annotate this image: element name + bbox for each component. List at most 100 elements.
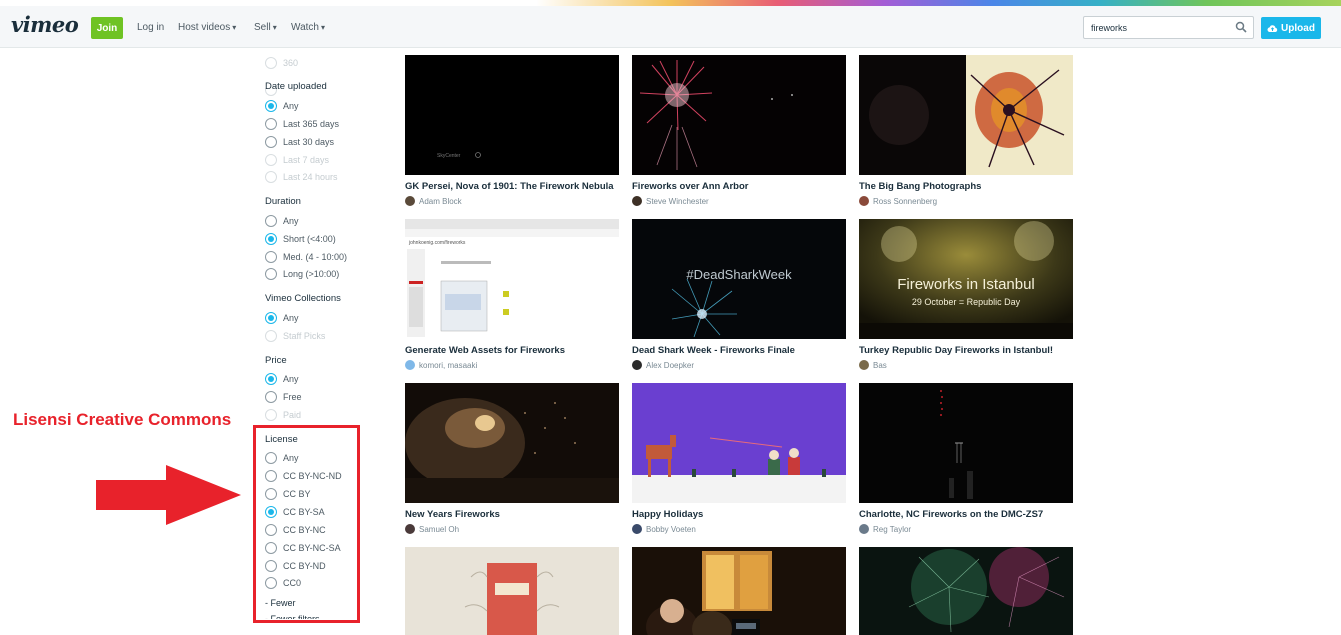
- vimeo-logo[interactable]: vimeo: [11, 12, 79, 37]
- video-title[interactable]: New Years Fireworks: [405, 509, 500, 520]
- duration-short[interactable]: Short (<4:00): [265, 232, 336, 246]
- video-card[interactable]: johnkoenig.com/fireworks Generate Web As…: [405, 219, 619, 370]
- filter-option-label: Any: [283, 453, 299, 463]
- collections-any[interactable]: Any: [265, 311, 299, 325]
- video-thumbnail[interactable]: Fireworks in Istanbul 29 October = Repub…: [859, 219, 1073, 339]
- video-card[interactable]: The Big Bang Photographs Ross Sonnenberg: [859, 55, 1073, 206]
- avatar: [632, 524, 642, 534]
- search-icon[interactable]: [1235, 21, 1247, 33]
- filter-option-label: Free: [283, 392, 302, 402]
- video-card[interactable]: SkyCenter GK Persei, Nova of 1901: The F…: [405, 55, 619, 206]
- license-any[interactable]: Any: [265, 451, 299, 465]
- login-link[interactable]: Log in: [137, 22, 165, 33]
- video-card[interactable]: Happy Holidays Bobby Voeten: [632, 383, 846, 534]
- radio-button: [265, 233, 277, 245]
- video-author[interactable]: Alex Doepker: [632, 360, 846, 370]
- chevron-down-icon: ▾: [232, 23, 237, 32]
- host-videos-menu[interactable]: Host videos ▾: [178, 22, 236, 33]
- thumbnail-subcaption: 29 October = Republic Day: [912, 297, 1021, 307]
- video-author[interactable]: Bas: [859, 360, 1073, 370]
- price-free[interactable]: Free: [265, 390, 302, 404]
- video-thumbnail[interactable]: [859, 547, 1073, 635]
- video-thumbnail[interactable]: [632, 55, 846, 175]
- watch-menu[interactable]: Watch ▾: [291, 22, 325, 33]
- video-title[interactable]: GK Persei, Nova of 1901: The Firework Ne…: [405, 181, 614, 192]
- video-thumbnail[interactable]: SkyCenter: [405, 55, 619, 175]
- video-title[interactable]: Turkey Republic Day Fireworks in Istanbu…: [859, 345, 1054, 356]
- host-videos-label: Host videos: [178, 22, 231, 33]
- video-card[interactable]: New Years Fireworks Samuel Oh: [405, 383, 619, 534]
- video-title[interactable]: The Big Bang Photographs: [859, 181, 982, 192]
- join-button[interactable]: Join: [91, 17, 123, 39]
- upload-button[interactable]: Upload: [1261, 17, 1321, 39]
- video-card[interactable]: Fireworks over Ann Arbor Steve Wincheste…: [632, 55, 846, 206]
- video-card[interactable]: [859, 547, 1073, 635]
- video-thumbnail[interactable]: [405, 383, 619, 503]
- video-card[interactable]: [632, 547, 846, 635]
- filter-option-label: Last 30 days: [283, 137, 335, 147]
- fewer-link[interactable]: - Fewer: [265, 598, 296, 608]
- date-last-365[interactable]: Last 365 days: [265, 117, 339, 131]
- video-author[interactable]: Reg Taylor: [859, 524, 1073, 534]
- duration-medium[interactable]: Med. (4 - 10:00): [265, 250, 347, 264]
- filter-option-label: Any: [283, 374, 299, 384]
- search-input[interactable]: [1091, 21, 1231, 35]
- chevron-down-icon: ▾: [272, 23, 277, 32]
- license-cc-by-nc[interactable]: CC BY-NC: [265, 523, 326, 537]
- video-thumbnail[interactable]: [632, 547, 846, 635]
- video-title[interactable]: Dead Shark Week - Fireworks Finale: [632, 345, 795, 356]
- fewer-filters-link[interactable]: - Fewer filters: [265, 614, 320, 619]
- video-title[interactable]: Charlotte, NC Fireworks on the DMC-ZS7: [859, 509, 1044, 520]
- radio-button: [265, 524, 277, 536]
- video-card[interactable]: Fireworks in Istanbul 29 October = Repub…: [859, 219, 1073, 370]
- radio-button: [265, 268, 277, 280]
- video-title[interactable]: Happy Holidays: [632, 509, 704, 520]
- license-cc-by-nc-sa[interactable]: CC BY-NC-SA: [265, 541, 341, 555]
- radio-button: [265, 215, 277, 227]
- cloud-upload-icon: [1267, 24, 1278, 32]
- license-cc-by-sa[interactable]: CC BY-SA: [265, 505, 325, 519]
- duration-any[interactable]: Any: [265, 214, 299, 228]
- avatar: [405, 360, 415, 370]
- sell-menu[interactable]: Sell ▾: [254, 22, 277, 33]
- video-author[interactable]: Adam Block: [405, 196, 619, 206]
- duration-long[interactable]: Long (>10:00): [265, 267, 339, 281]
- video-card[interactable]: Charlotte, NC Fireworks on the DMC-ZS7 R…: [859, 383, 1073, 534]
- watch-label: Watch: [291, 22, 319, 33]
- video-author[interactable]: Ross Sonnenberg: [859, 196, 1073, 206]
- filter-option-label: Med. (4 - 10:00): [283, 252, 348, 262]
- video-thumbnail[interactable]: #DeadSharkWeek: [632, 219, 846, 339]
- video-title[interactable]: Fireworks over Ann Arbor: [632, 181, 749, 192]
- video-card[interactable]: #DeadSharkWeek Dead Shark Week - Firewor…: [632, 219, 846, 370]
- date-last-30[interactable]: Last 30 days: [265, 135, 334, 149]
- filter-option-label: Paid: [283, 410, 302, 420]
- license-cc-by-nc-nd[interactable]: CC BY-NC-ND: [265, 469, 342, 483]
- radio-button: [265, 391, 277, 403]
- video-thumbnail[interactable]: johnkoenig.com/fireworks: [405, 219, 619, 339]
- video-thumbnail[interactable]: [859, 55, 1073, 175]
- video-author[interactable]: Samuel Oh: [405, 524, 619, 534]
- video-thumbnail[interactable]: [859, 383, 1073, 503]
- license-cc-by[interactable]: CC BY: [265, 487, 311, 501]
- video-author[interactable]: Bobby Voeten: [632, 524, 846, 534]
- radio-button: [265, 470, 277, 482]
- avatar: [405, 196, 415, 206]
- date-any[interactable]: Any: [265, 99, 299, 113]
- thumbnail-caption: SkyCenter: [437, 153, 461, 159]
- video-author[interactable]: komori, masaaki: [405, 360, 619, 370]
- video-title[interactable]: Generate Web Assets for Fireworks: [405, 345, 565, 356]
- avatar: [859, 360, 869, 370]
- video-thumbnail[interactable]: [405, 547, 619, 635]
- filter-option-label: Last 24 hours: [283, 172, 338, 182]
- filter-option-label: Staff Picks: [283, 331, 326, 341]
- price-any[interactable]: Any: [265, 372, 299, 386]
- author-name: Reg Taylor: [873, 524, 912, 534]
- radio-button: [265, 251, 277, 263]
- annotation-label: Lisensi Creative Commons: [13, 410, 232, 429]
- video-card[interactable]: [405, 547, 619, 635]
- license-cc0[interactable]: CC0: [265, 576, 301, 590]
- video-thumbnail[interactable]: [632, 383, 846, 503]
- license-cc-by-nd[interactable]: CC BY-ND: [265, 559, 326, 573]
- video-author[interactable]: Steve Winchester: [632, 196, 846, 206]
- radio-button: [265, 136, 277, 148]
